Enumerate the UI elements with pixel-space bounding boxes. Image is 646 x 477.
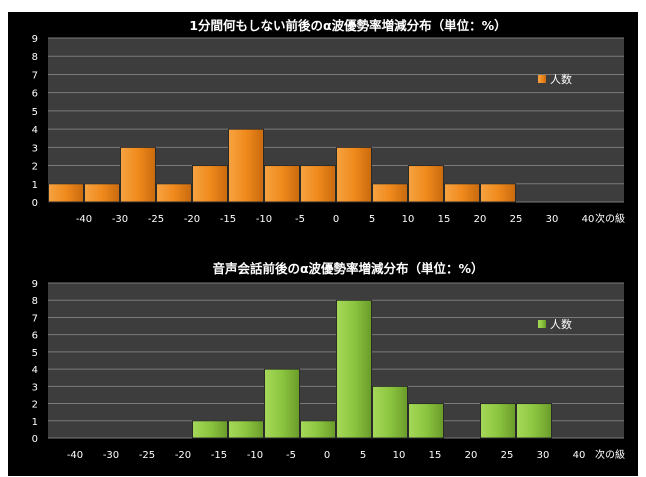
x-tick-label: 30 (537, 450, 550, 461)
y-tick-label: 5 (32, 348, 38, 359)
bar (408, 403, 444, 439)
bar (192, 420, 228, 439)
x-tick-label: -20 (175, 450, 191, 461)
y-tick-label: 4 (32, 125, 38, 136)
x-tick-label: 40 (582, 214, 595, 225)
bar (192, 165, 228, 203)
legend-swatch (538, 75, 546, 83)
x-tick-label: 15 (438, 214, 451, 225)
y-tick-label: 0 (32, 434, 38, 445)
y-tick-label: 8 (32, 52, 38, 63)
bar (300, 420, 336, 439)
bar (336, 146, 372, 203)
y-tick-label: 6 (32, 89, 38, 100)
bar (480, 403, 516, 439)
x-tick-label: 0 (333, 214, 339, 225)
bar (480, 183, 516, 203)
x-tick-label: 0 (324, 450, 330, 461)
y-tick-label: 0 (32, 198, 38, 209)
y-tick-label: 3 (32, 382, 38, 393)
bar (264, 368, 300, 439)
x-tick-label: -5 (295, 214, 305, 225)
y-tick-label: 3 (32, 143, 38, 154)
x-tick-label: -10 (256, 214, 272, 225)
x-tick-label: 5 (369, 214, 375, 225)
y-tick-label: 2 (32, 162, 38, 173)
y-tick-label: 6 (32, 331, 38, 342)
x-tick-label: -5 (286, 450, 296, 461)
x-tick-label: 25 (510, 214, 523, 225)
x-axis-label: 次の級 (595, 448, 625, 461)
y-tick-label: 1 (32, 180, 38, 191)
legend-label: 人数 (550, 73, 572, 86)
x-tick-label: -20 (184, 214, 200, 225)
legend-swatch (538, 320, 546, 328)
chart-title: 1分間何もしない前後のα波優勢率増減分布（単位：%） (189, 18, 506, 33)
x-tick-label: -40 (67, 450, 83, 461)
chart-1: 0 1 2 3 4 5 6 7 8 9 1分間何もしない前後のα波優勢率増減分布（単位：%） -40 -… (32, 18, 625, 225)
x-tick-label: -30 (103, 450, 119, 461)
x-tick-label: 20 (474, 214, 487, 225)
bar (84, 183, 120, 203)
bar (336, 299, 372, 439)
y-tick-label: 7 (32, 313, 38, 324)
x-tick-label: -25 (148, 214, 164, 225)
bar (300, 165, 336, 203)
y-tick-label: 5 (32, 107, 38, 118)
x-axis-label: 次の級 (595, 212, 625, 225)
y-tick-label: 7 (32, 70, 38, 81)
x-tick-label: -30 (112, 214, 128, 225)
x-tick-label: 30 (546, 214, 559, 225)
x-tick-label: 25 (501, 450, 514, 461)
x-tick-label: -15 (211, 450, 227, 461)
x-tick-label: -10 (247, 450, 263, 461)
bar (48, 183, 84, 203)
y-tick-label: 2 (32, 400, 38, 411)
chart-2: 0 1 2 3 4 5 6 7 8 9 音声会話前後のα波優勢率増減分布（単位：%） -40 -30 -2… (32, 261, 625, 461)
bar (228, 420, 264, 439)
x-tick-label: 40 (573, 450, 586, 461)
chart-title: 音声会話前後のα波優勢率増減分布（単位：%） (212, 261, 483, 276)
legend-label: 人数 (550, 318, 572, 331)
bar (264, 165, 300, 203)
x-tick-label: 15 (429, 450, 442, 461)
y-tick-label: 4 (32, 365, 38, 376)
bar (228, 128, 264, 203)
x-tick-label: -40 (76, 214, 92, 225)
bar (408, 165, 444, 203)
x-tick-label: -25 (139, 450, 155, 461)
bar (516, 403, 552, 439)
bar (444, 183, 480, 203)
x-tick-label: -15 (220, 214, 236, 225)
x-tick-label: 5 (360, 450, 366, 461)
y-tick-label: 1 (32, 417, 38, 428)
y-tick-label: 9 (32, 279, 38, 290)
bar (372, 385, 408, 439)
bar (156, 183, 192, 203)
x-tick-label: 10 (393, 450, 406, 461)
y-tick-label: 9 (32, 34, 38, 45)
x-tick-label: 20 (465, 450, 478, 461)
y-tick-label: 8 (32, 296, 38, 307)
x-tick-label: 10 (402, 214, 415, 225)
bar (120, 146, 156, 203)
bar (372, 183, 408, 203)
